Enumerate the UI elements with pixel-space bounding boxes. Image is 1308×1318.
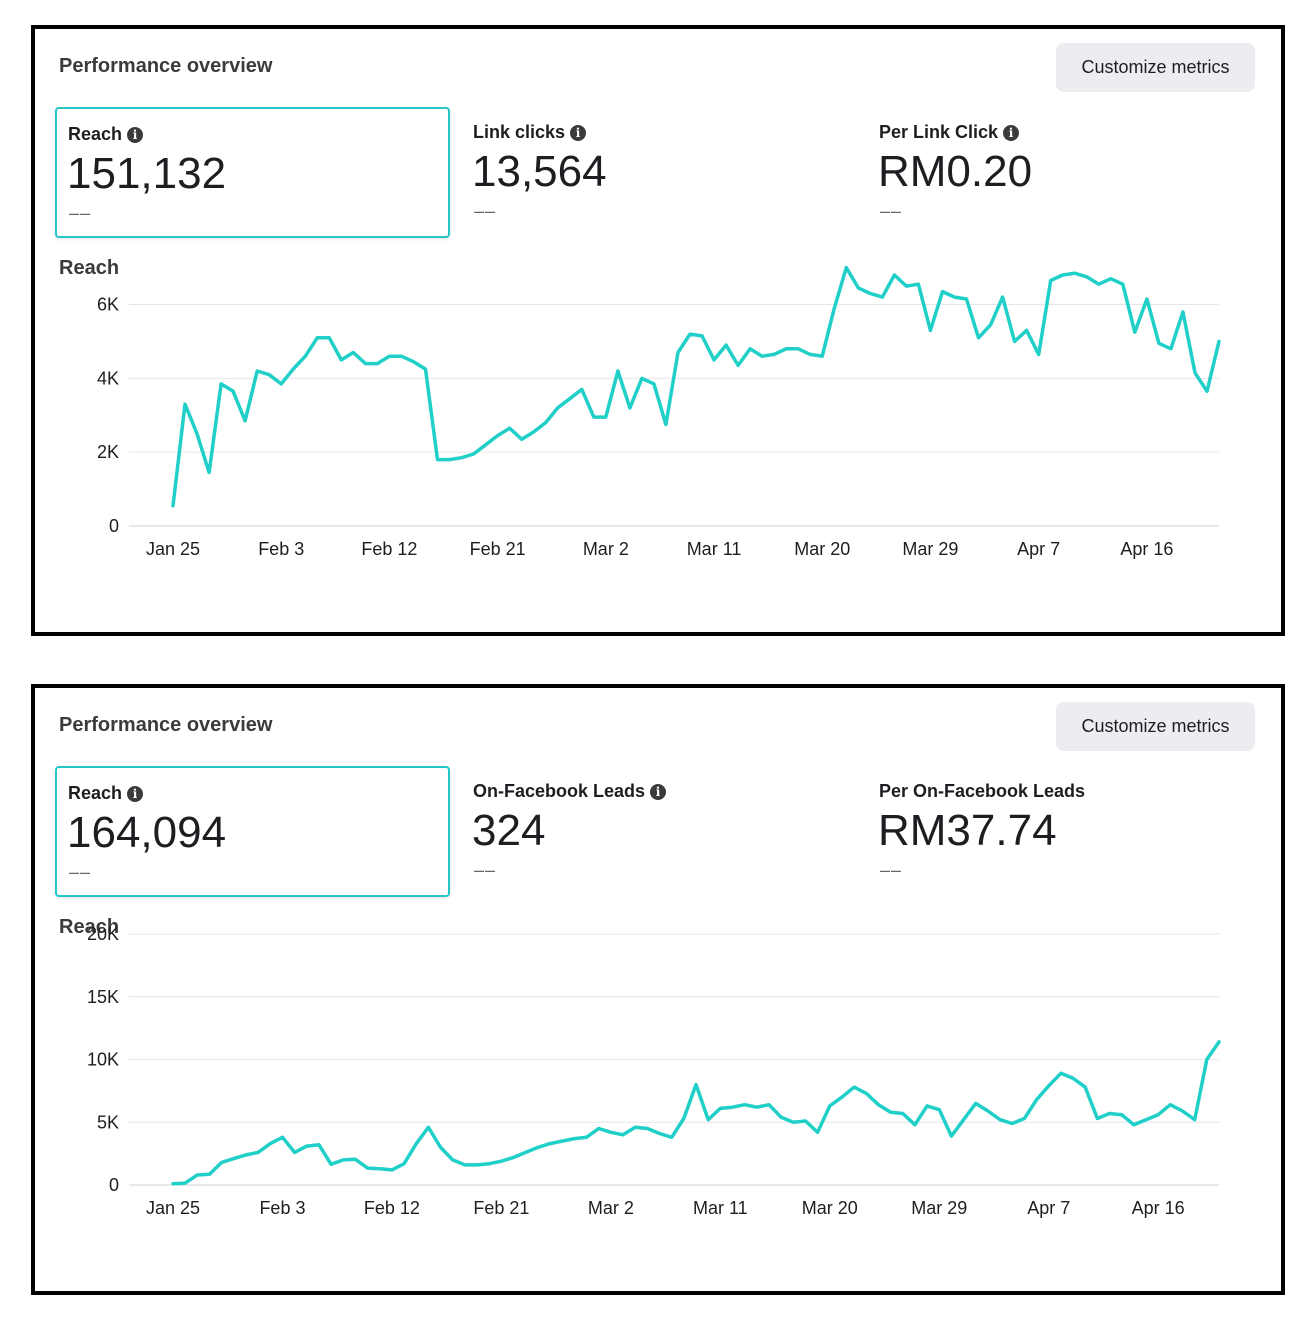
reach-line-chart[interactable]: 0 5K 10K 15K 20K Jan 25 Feb 3 Feb 12 Feb 21 Mar 2…: [35, 688, 1281, 1291]
x-tick-label: Mar 2: [588, 1198, 634, 1218]
info-icon[interactable]: i: [127, 785, 144, 802]
y-tick-label: 5K: [97, 1112, 119, 1132]
metric-delta: ––: [69, 862, 92, 882]
x-tick-label: Feb 21: [473, 1198, 529, 1218]
x-tick-label: Mar 11: [687, 539, 742, 559]
metric-label: Per On-Facebook Leads: [879, 781, 1085, 802]
y-tick-label: 20K: [87, 924, 119, 944]
metric-delta: ––: [474, 201, 497, 221]
y-tick-label: 0: [109, 516, 119, 536]
panel-title: Performance overview: [59, 55, 273, 77]
metric-label-text: Per Link Click: [879, 122, 999, 142]
metric-value: RM0.20: [878, 147, 1033, 196]
metric-delta: ––: [880, 860, 903, 880]
metric-value: 324: [472, 806, 546, 855]
x-tick-label: Feb 12: [361, 539, 417, 559]
metric-label-text: Reach: [68, 124, 123, 144]
metric-delta: ––: [474, 860, 497, 880]
x-tick-label: Apr 16: [1120, 539, 1173, 559]
x-tick-label: Jan 25: [146, 1198, 200, 1218]
x-tick-label: Apr 16: [1132, 1198, 1185, 1218]
metric-label: Reach i: [68, 124, 144, 145]
x-tick-label: Apr 7: [1017, 539, 1060, 559]
x-tick-label: Mar 29: [911, 1198, 967, 1218]
metric-delta: ––: [69, 203, 92, 223]
info-icon[interactable]: i: [650, 783, 667, 800]
y-tick-label: 10K: [87, 1050, 119, 1070]
metric-label: Per Link Click i: [879, 122, 1020, 143]
x-tick-label: Feb 3: [258, 539, 304, 559]
metric-card-link-clicks[interactable]: Link clicks i 13,564 ––: [462, 107, 857, 238]
metric-label: Reach i: [68, 783, 144, 804]
x-tick-label: Mar 20: [802, 1198, 858, 1218]
customize-metrics-button[interactable]: Customize metrics: [1056, 702, 1255, 751]
x-tick-label: Mar 20: [794, 539, 850, 559]
x-tick-label: Mar 29: [902, 539, 958, 559]
info-icon[interactable]: i: [1003, 124, 1020, 141]
metric-label-text: On-Facebook Leads: [473, 781, 646, 801]
metric-card-per-link-click[interactable]: Per Link Click i RM0.20 ––: [868, 107, 1263, 238]
metric-label: Link clicks i: [473, 122, 587, 143]
panel-title: Performance overview: [59, 714, 273, 736]
series-line-reach: [171, 1040, 1221, 1186]
y-tick-label: 15K: [87, 987, 119, 1007]
info-icon[interactable]: i: [127, 126, 144, 143]
x-tick-label: Apr 7: [1027, 1198, 1070, 1218]
x-tick-label: Mar 11: [693, 1198, 748, 1218]
performance-panel-link-clicks: Performance overview Customize metrics R…: [31, 25, 1285, 636]
y-tick-label: 0: [109, 1175, 119, 1195]
reach-line-chart[interactable]: 0 2K 4K 6K Jan 25 Feb 3 Feb 12 Feb 21 Mar 2 Mar 1…: [35, 29, 1281, 632]
metric-value: 13,564: [472, 147, 607, 196]
y-tick-label: 6K: [97, 295, 119, 315]
metric-label-text: Reach: [68, 783, 123, 803]
x-tick-label: Feb 12: [364, 1198, 420, 1218]
metric-card-reach[interactable]: Reach i 151,132 ––: [55, 107, 450, 238]
metric-delta: ––: [880, 201, 903, 221]
metric-value: 151,132: [67, 149, 227, 198]
metric-card-per-on-facebook-leads[interactable]: Per On-Facebook Leads RM37.74 ––: [868, 766, 1263, 897]
metric-label-text: Per On-Facebook Leads: [879, 781, 1086, 801]
metric-label: On-Facebook Leads i: [473, 781, 667, 802]
x-tick-label: Feb 21: [470, 539, 526, 559]
metric-value: RM37.74: [878, 806, 1057, 855]
metric-card-reach[interactable]: Reach i 164,094 ––: [55, 766, 450, 897]
series-line-reach: [171, 265, 1221, 508]
customize-metrics-button[interactable]: Customize metrics: [1056, 43, 1255, 92]
performance-panel-leads: Performance overview Customize metrics R…: [31, 684, 1285, 1295]
chart-title: Reach: [59, 257, 120, 279]
metric-label-text: Link clicks: [473, 122, 566, 142]
metric-value: 164,094: [67, 808, 227, 857]
info-icon[interactable]: i: [570, 124, 587, 141]
x-tick-label: Feb 3: [259, 1198, 305, 1218]
metric-card-on-facebook-leads[interactable]: On-Facebook Leads i 324 ––: [462, 766, 857, 897]
y-tick-label: 4K: [97, 368, 119, 388]
x-tick-label: Jan 25: [146, 539, 200, 559]
y-tick-label: 2K: [97, 442, 119, 462]
chart-title: Reach: [59, 916, 120, 938]
x-tick-label: Mar 2: [583, 539, 629, 559]
